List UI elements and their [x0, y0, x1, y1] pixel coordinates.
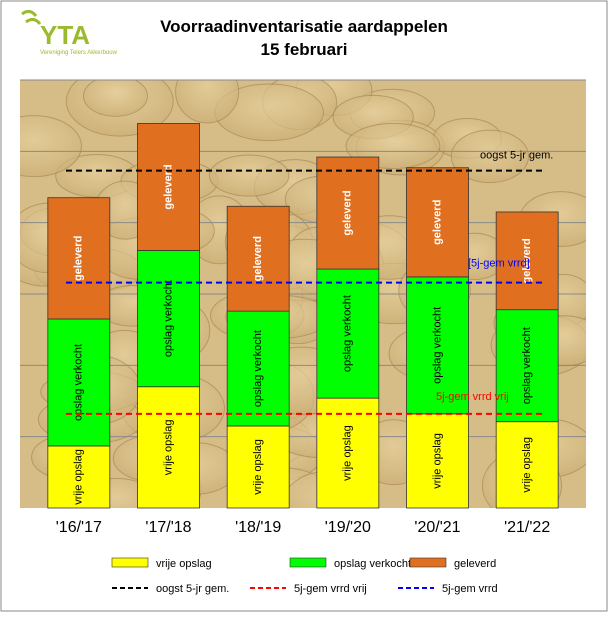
- legend-swatch: [409, 557, 447, 568]
- bar-segment: [137, 250, 200, 388]
- bar-segment: [406, 413, 469, 509]
- bar-segment: [47, 445, 111, 509]
- logo-subtext: Vereniging Telers Akkerbouw: [40, 50, 118, 56]
- segment-label: vrije opslag: [252, 439, 264, 495]
- x-tick-label: '18/'19: [235, 519, 281, 536]
- segment-label: opslag verkocht: [252, 330, 264, 407]
- bar-segment: [495, 421, 559, 509]
- bar-segment: [316, 268, 380, 399]
- segment-label: opslag verkocht: [73, 344, 85, 421]
- segment-label: geleverd: [431, 200, 443, 245]
- bar-segment: [495, 309, 559, 423]
- bar-segment: [47, 318, 111, 447]
- reference-annotation: 5j-gem vrrd vrij: [436, 391, 509, 403]
- bar-segment: [226, 425, 290, 509]
- segment-label: vrije opslag: [431, 433, 443, 489]
- legend-label: 5j-gem vrrd: [442, 583, 498, 595]
- segment-label: geleverd: [162, 164, 174, 209]
- x-tick-label: '20/'21: [414, 519, 460, 536]
- legend-label: vrije opslag: [156, 558, 212, 570]
- segment-label: geleverd: [342, 190, 354, 235]
- segment-label: vrije opslag: [162, 420, 174, 476]
- bar-segment: [406, 276, 469, 415]
- legend-label: 5j-gem vrrd vrij: [294, 583, 367, 595]
- logo: YTA Vereniging Telers Akkerbouw: [21, 9, 118, 56]
- bar-segment: [495, 211, 559, 311]
- segment-label: geleverd: [521, 238, 533, 283]
- segment-label: vrije opslag: [73, 449, 85, 505]
- segment-label: opslag verkocht: [342, 295, 354, 372]
- reference-annotation: [5j-gem vrrd]: [468, 258, 530, 270]
- segment-label: vrije opslag: [342, 425, 354, 481]
- segment-label: geleverd: [252, 236, 264, 281]
- legend-label: opslag verkocht: [334, 558, 411, 570]
- x-tick-label: '19/'20: [325, 519, 371, 536]
- bar-segment: [137, 386, 200, 509]
- legend-swatch: [289, 557, 327, 568]
- chart-title: Voorraadinventarisatie aardappelen: [160, 17, 448, 36]
- legend-label: geleverd: [454, 558, 496, 570]
- segment-label: opslag verkocht: [162, 280, 174, 357]
- legend-swatch: [111, 557, 149, 568]
- bar-segment: [137, 123, 200, 251]
- segment-label: opslag verkocht: [431, 307, 443, 384]
- x-tick-label: '21/'22: [504, 519, 550, 536]
- bar-segment: [47, 197, 111, 320]
- segment-label: geleverd: [73, 236, 85, 281]
- logo-text: YTA: [40, 20, 90, 50]
- bar-segment: [226, 310, 290, 427]
- x-tick-label: '16/'17: [56, 519, 102, 536]
- chart-subtitle: 15 februari: [261, 40, 348, 59]
- bar-segment: [226, 205, 290, 312]
- segment-label: opslag verkocht: [521, 327, 533, 404]
- reference-annotation: oogst 5-jr gem.: [480, 150, 553, 162]
- segment-label: vrije opslag: [521, 437, 533, 493]
- x-tick-label: '17/'18: [145, 519, 191, 536]
- legend-label: oogst 5-jr gem.: [156, 583, 229, 595]
- bar-segment: [406, 167, 469, 278]
- bar-segment: [316, 156, 380, 270]
